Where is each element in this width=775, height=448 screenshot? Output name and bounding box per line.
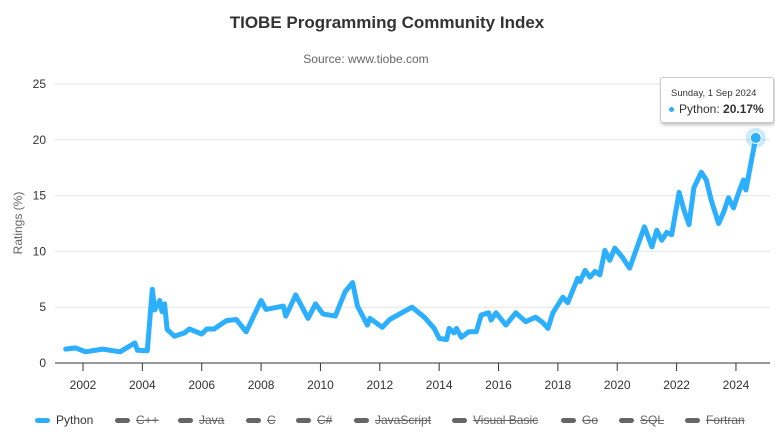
legend-swatch-icon [246, 417, 261, 423]
legend-item-go[interactable]: Go [561, 413, 598, 427]
x-tick-label: 2008 [248, 378, 275, 392]
legend-swatch-icon [452, 417, 467, 423]
legend-swatch-icon [354, 417, 369, 423]
x-tick-label: 2004 [129, 378, 156, 392]
legend-item-c-[interactable]: C++ [115, 413, 159, 427]
tooltip-value: Python: 20.17% [669, 102, 764, 116]
legend-label: Java [199, 413, 225, 427]
x-tick-label: 2018 [545, 378, 572, 392]
legend-swatch-icon [296, 417, 311, 423]
x-tick-label: 2006 [188, 378, 215, 392]
legend-swatch-icon [619, 417, 634, 423]
x-tick-label: 2002 [70, 378, 97, 392]
legend-label: Visual Basic [473, 413, 539, 427]
tooltip: Sunday, 1 Sep 2024 Python: 20.17% [660, 77, 774, 123]
x-tick-label: 2022 [663, 378, 690, 392]
x-tick-label: 2024 [723, 378, 750, 392]
series-line-python [63, 135, 759, 355]
chart-subtitle: Source: www.tiobe.com [303, 52, 428, 66]
legend-swatch-icon [115, 417, 130, 423]
legend-item-python[interactable]: Python [35, 413, 93, 427]
legend-swatch-icon [35, 417, 50, 423]
legend-item-visual-basic[interactable]: Visual Basic [452, 413, 538, 427]
legend-item-sql[interactable]: SQL [619, 413, 664, 427]
legend-item-fortran[interactable]: Fortran [685, 413, 745, 427]
hovered-point-marker [749, 131, 762, 144]
x-tick-label: 2014 [426, 378, 453, 392]
y-tick-label: 5 [39, 300, 46, 314]
legend-label: Python [56, 413, 94, 427]
legend-label: Fortran [706, 413, 745, 427]
legend-label: C++ [136, 413, 159, 427]
series-dot-icon [669, 107, 674, 113]
legend-item-c[interactable]: C [246, 413, 276, 427]
y-tick-label: 15 [33, 189, 47, 203]
legend-item-java[interactable]: Java [178, 413, 224, 427]
legend-swatch-icon [685, 417, 700, 423]
x-tick-label: 2010 [307, 378, 334, 392]
legend-item-c-[interactable]: C# [296, 413, 332, 427]
legend-swatch-icon [561, 417, 576, 423]
tooltip-series: Python [679, 102, 717, 116]
legend-item-javascript[interactable]: JavaScript [354, 413, 431, 427]
y-tick-label: 20 [33, 133, 47, 147]
legend: Python C++ Java C C# JavaScript Visual Basic Go… [0, 410, 775, 430]
tooltip-date: Sunday, 1 Sep 2024 [671, 88, 757, 99]
y-axis-label: Ratings (%) [11, 192, 25, 255]
legend-label: Go [582, 413, 599, 427]
legend-label: JavaScript [375, 413, 432, 427]
y-tick-label: 10 [33, 244, 47, 258]
x-tick-label: 2012 [366, 378, 393, 392]
legend-label: C# [317, 413, 333, 427]
x-tick-label: 2020 [604, 378, 631, 392]
y-tick-label: 25 [33, 77, 47, 91]
legend-label: SQL [640, 413, 665, 427]
legend-label: C [267, 413, 276, 427]
x-tick-label: 2016 [485, 378, 512, 392]
chart-title: TIOBE Programming Community Index [230, 13, 545, 32]
legend-swatch-icon [178, 417, 193, 423]
y-tick-label: 0 [39, 356, 46, 370]
tooltip-number: 20.17% [723, 102, 764, 116]
